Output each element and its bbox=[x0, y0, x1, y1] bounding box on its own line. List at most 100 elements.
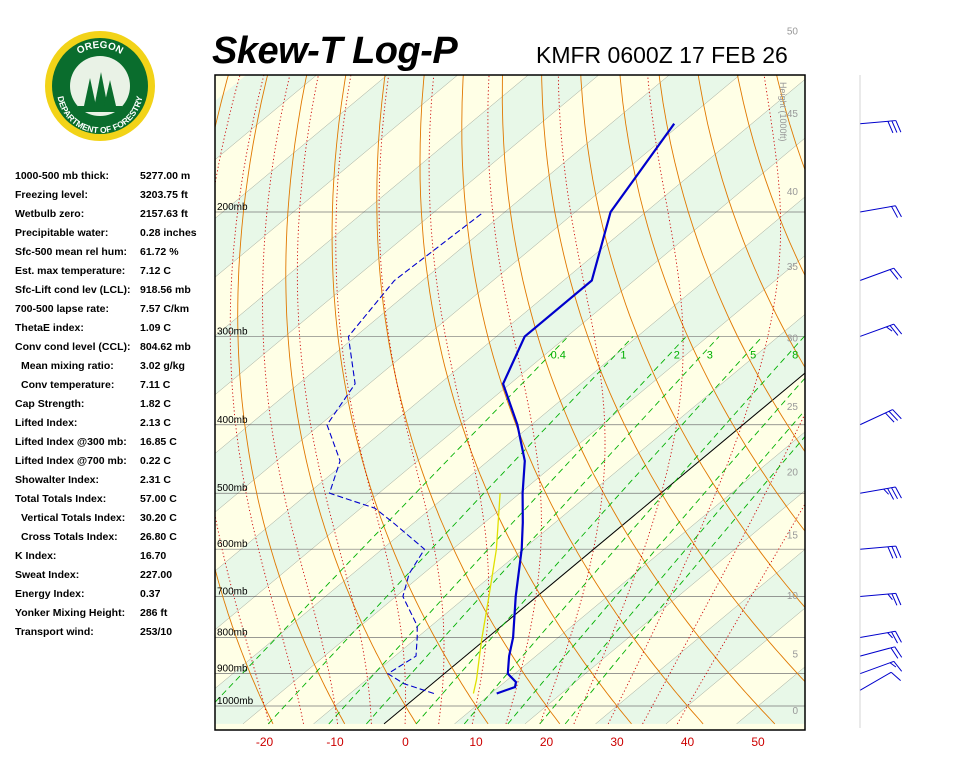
barb-staff bbox=[859, 545, 896, 550]
parcel-trace bbox=[472, 493, 501, 694]
wind-barb bbox=[859, 660, 903, 675]
dry-adiabat bbox=[697, 75, 805, 369]
station-time-label: KMFR 0600Z 17 FEB 26 bbox=[536, 42, 788, 68]
barb-flag bbox=[891, 546, 898, 559]
barb-flag bbox=[886, 326, 893, 332]
index-row: Transport wind: 253/10 bbox=[15, 626, 215, 645]
height-axis-title: Height (1000ft) bbox=[778, 82, 788, 142]
x-tick-label: 40 bbox=[681, 735, 695, 749]
index-label: Est. max temperature: bbox=[15, 265, 126, 277]
index-value: 286 ft bbox=[140, 607, 168, 619]
dry-adiabat bbox=[849, 55, 960, 724]
index-row: Cross Totals Index: 26.80 C bbox=[15, 531, 215, 550]
x-tick-label: -10 bbox=[326, 735, 344, 749]
index-label: ThetaE index: bbox=[15, 322, 84, 334]
mixing-ratio-line bbox=[564, 435, 805, 725]
barb-flag bbox=[889, 325, 899, 336]
index-value: 26.80 C bbox=[140, 531, 177, 543]
moist-adiabat bbox=[539, 75, 606, 725]
index-row: 700-500 lapse rate: 7.57 C/km bbox=[15, 303, 215, 322]
isotherm-line bbox=[215, 75, 670, 454]
mixing-ratio-label: 2 bbox=[674, 350, 680, 362]
moist-adiabat bbox=[215, 75, 270, 725]
index-value: 227.00 bbox=[140, 569, 173, 581]
mixing-ratio-line bbox=[507, 377, 805, 725]
stability-indices-list: 1000-500 mb thick: 5277.00 m Freezing leve… bbox=[15, 170, 215, 645]
index-label: Cap Strength: bbox=[15, 398, 85, 410]
moist-adiabat bbox=[607, 75, 782, 725]
barb-flag bbox=[889, 662, 897, 668]
x-tick-label: 10 bbox=[469, 735, 483, 749]
height-tick-label: 35 bbox=[787, 262, 799, 273]
barb-staff bbox=[859, 630, 896, 639]
isotherm-line bbox=[242, 255, 805, 725]
index-label: K Index: bbox=[15, 550, 57, 562]
index-label: Conv cond level (CCL): bbox=[15, 341, 131, 353]
index-value: 3203.75 ft bbox=[140, 189, 188, 201]
x-tick-label: -20 bbox=[256, 735, 274, 749]
pressure-label: 900mb bbox=[217, 664, 248, 675]
barb-staff bbox=[859, 205, 896, 213]
height-tick-label: 40 bbox=[787, 187, 799, 198]
height-tick-label: 30 bbox=[787, 333, 799, 344]
pressure-label: 300mb bbox=[217, 326, 248, 337]
index-value: 7.57 C/km bbox=[140, 303, 190, 315]
barb-flag bbox=[895, 486, 902, 499]
moist-adiabat bbox=[428, 75, 490, 724]
isotherm-line bbox=[313, 314, 805, 725]
index-value: 16.85 C bbox=[140, 436, 177, 448]
barb-flag bbox=[891, 120, 898, 133]
mixing-ratio-line bbox=[215, 336, 569, 703]
index-row: Lifted Index @300 mb: 16.85 C bbox=[15, 436, 215, 455]
isotherm-line bbox=[215, 137, 805, 630]
wind-barb bbox=[859, 630, 902, 644]
index-row: Conv cond level (CCL): 804.62 mb bbox=[15, 341, 215, 360]
isotherm-line bbox=[215, 75, 529, 337]
mixing-ratio-line bbox=[415, 336, 763, 725]
mixing-ratio-label: 1 bbox=[620, 350, 626, 362]
barb-flag bbox=[887, 632, 893, 639]
logo-top-text: OREGON bbox=[75, 40, 125, 57]
mixing-ratio-label: 0.4 bbox=[551, 350, 566, 362]
wind-barb bbox=[859, 545, 902, 559]
barb-staff bbox=[859, 120, 896, 125]
x-tick-label: 20 bbox=[540, 735, 554, 749]
isotherm-line bbox=[215, 75, 740, 513]
barb-flag bbox=[895, 545, 902, 558]
index-row: K Index: 16.70 bbox=[15, 550, 215, 569]
mixing-ratio-label: 3 bbox=[707, 350, 713, 362]
index-value: 7.11 C bbox=[140, 379, 171, 391]
barb-flag bbox=[883, 488, 889, 495]
dry-adiabat bbox=[888, 55, 960, 724]
index-value: 7.12 C bbox=[140, 265, 171, 277]
dry-adiabat bbox=[376, 75, 561, 725]
x-tick-label: 30 bbox=[610, 735, 624, 749]
moist-adiabat bbox=[487, 75, 542, 725]
barb-flag bbox=[891, 487, 898, 500]
mixing-ratio-line bbox=[463, 336, 805, 725]
barb-flag bbox=[894, 646, 903, 658]
isotherm-line bbox=[454, 431, 805, 725]
barb-staff bbox=[859, 671, 892, 691]
mixing-ratio-line bbox=[267, 336, 634, 725]
temperature-trace bbox=[496, 123, 676, 695]
pressure-label: 800mb bbox=[217, 628, 248, 639]
height-tick-label: 10 bbox=[787, 591, 799, 602]
pressure-label: 600mb bbox=[217, 539, 248, 550]
pressure-label: 1000mb bbox=[217, 696, 254, 707]
index-label: Wetbulb zero: bbox=[15, 208, 85, 220]
index-row: Est. max temperature: 7.12 C bbox=[15, 265, 215, 284]
barb-flag bbox=[891, 206, 898, 218]
index-value: 804.62 mb bbox=[140, 341, 191, 353]
index-label: Energy Index: bbox=[15, 588, 85, 600]
barb-flag bbox=[888, 410, 899, 421]
index-label: 700-500 lapse rate: bbox=[15, 303, 109, 315]
isotherm-line bbox=[215, 75, 458, 278]
index-row: Sfc-500 mean rel hum: 61.72 % bbox=[15, 246, 215, 265]
barb-staff bbox=[859, 409, 893, 426]
dry-adiabat bbox=[419, 75, 632, 725]
barb-staff bbox=[859, 592, 896, 598]
barb-flag bbox=[893, 323, 903, 335]
oregon-forestry-logo: OREGON DEPARTMENT OF FORESTRY bbox=[45, 31, 155, 141]
